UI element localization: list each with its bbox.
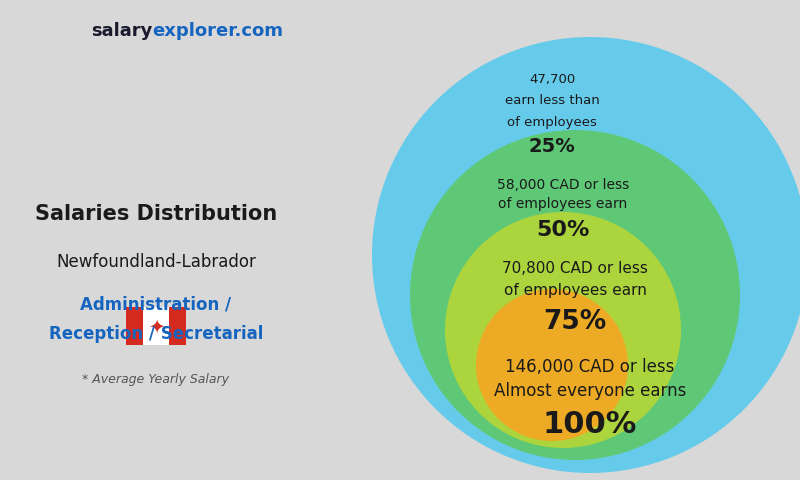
Text: 58,000 CAD or less: 58,000 CAD or less (497, 178, 629, 192)
Bar (126, 307, 143, 346)
Text: earn less than: earn less than (505, 94, 599, 108)
Text: explorer.com: explorer.com (152, 22, 283, 40)
Text: of employees earn: of employees earn (498, 197, 628, 211)
Text: 146,000 CAD or less: 146,000 CAD or less (506, 358, 674, 376)
Circle shape (476, 289, 628, 441)
Circle shape (445, 212, 681, 448)
Text: 75%: 75% (543, 309, 606, 335)
Text: Newfoundland-Labrador: Newfoundland-Labrador (56, 252, 256, 271)
Text: 50%: 50% (536, 220, 590, 240)
Circle shape (372, 37, 800, 473)
Text: 25%: 25% (529, 137, 575, 156)
Bar (143, 307, 170, 346)
Text: Reception / Secretarial: Reception / Secretarial (49, 324, 263, 343)
Text: of employees earn: of employees earn (503, 283, 646, 298)
Circle shape (410, 130, 740, 460)
Text: 70,800 CAD or less: 70,800 CAD or less (502, 261, 648, 276)
Text: Almost everyone earns: Almost everyone earns (494, 382, 686, 400)
Text: * Average Yearly Salary: * Average Yearly Salary (82, 372, 230, 386)
Text: of employees: of employees (507, 116, 597, 129)
Text: Administration /: Administration / (81, 296, 231, 314)
Text: Salaries Distribution: Salaries Distribution (35, 204, 277, 224)
Text: 100%: 100% (543, 410, 637, 439)
Text: 47,700: 47,700 (529, 72, 575, 86)
Text: ✦: ✦ (148, 317, 164, 336)
Bar (170, 307, 186, 346)
Text: salary: salary (90, 22, 152, 40)
